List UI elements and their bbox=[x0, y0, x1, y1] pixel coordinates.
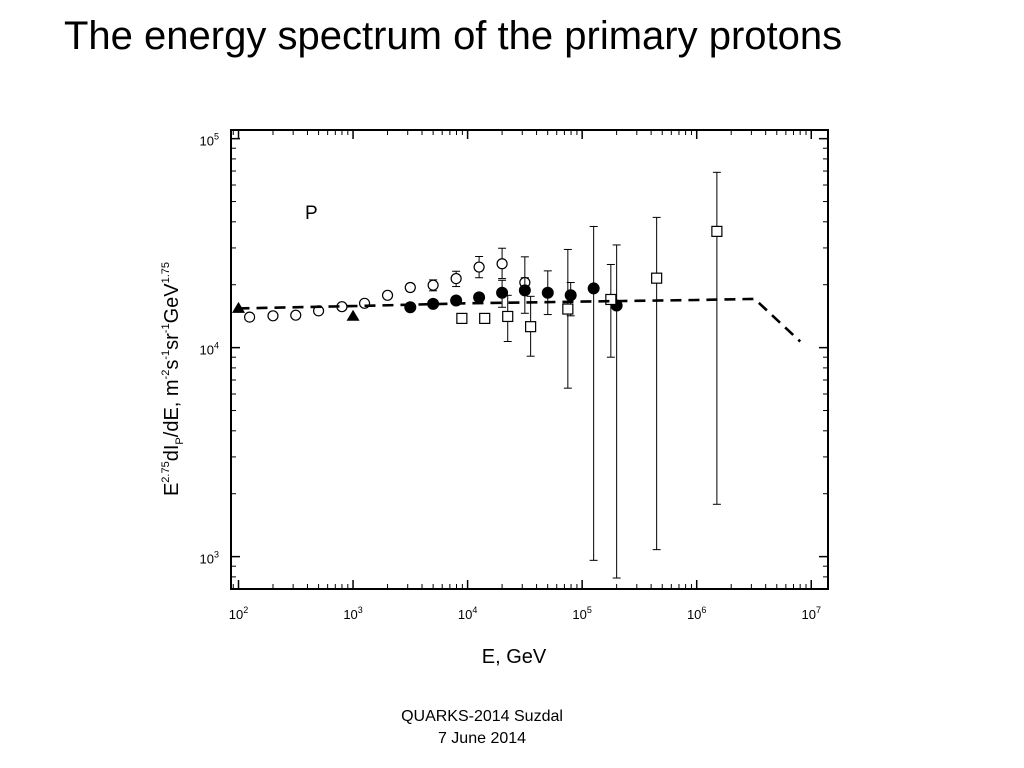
y-tick-label: 105 bbox=[200, 132, 219, 149]
x-axis-ticks: 102 103 104 105 106 107 bbox=[229, 130, 821, 622]
x-tick-label: 103 bbox=[343, 605, 362, 622]
filled-circle-point bbox=[496, 286, 509, 299]
open-square-point bbox=[562, 303, 574, 315]
x-tick-label: 102 bbox=[229, 605, 248, 622]
footer: QUARKS-2014 Suzdal 7 June 2014 bbox=[382, 706, 582, 750]
open-circle-point bbox=[427, 279, 439, 291]
model-dashed-line bbox=[238, 297, 802, 343]
open-circle-point bbox=[404, 281, 416, 294]
filled-circle-point bbox=[564, 289, 577, 302]
x-tick-label: 106 bbox=[687, 605, 706, 622]
panel-label: P bbox=[305, 203, 318, 224]
filled-circle-point bbox=[473, 291, 486, 304]
y-tick-label: 103 bbox=[200, 550, 219, 567]
x-tick-label: 104 bbox=[458, 605, 477, 622]
open-circle-point bbox=[267, 310, 279, 322]
open-circle-point bbox=[473, 261, 485, 273]
footer-date: 7 June 2014 bbox=[437, 730, 527, 747]
open-square-point bbox=[502, 310, 514, 323]
plot-frame bbox=[230, 129, 829, 590]
filled-triangle-point bbox=[346, 309, 360, 321]
y-tick-label: 104 bbox=[200, 341, 219, 358]
open-circle-point bbox=[450, 272, 462, 285]
x-axis-title: E, GeV bbox=[482, 646, 547, 668]
open-square-point bbox=[456, 312, 468, 325]
filled-circle-point bbox=[541, 286, 554, 299]
open-square-point bbox=[651, 272, 663, 284]
slide-title: The energy spectrum of the primary proto… bbox=[64, 14, 843, 58]
footer-event: QUARKS-2014 Suzdal bbox=[401, 708, 563, 725]
minor-ticks bbox=[231, 130, 828, 589]
x-tick-label: 107 bbox=[802, 605, 821, 622]
open-square-point bbox=[525, 321, 537, 333]
y-axis-title: E2.75dIP/dE, m-2s-1sr-1GeV1.75 bbox=[160, 262, 186, 496]
filled-circle-point bbox=[518, 284, 531, 297]
open-circle-point bbox=[381, 289, 394, 301]
open-circle-point bbox=[496, 258, 508, 270]
open-square-point bbox=[711, 225, 723, 237]
series-layer bbox=[232, 171, 802, 579]
x-tick-label: 105 bbox=[572, 605, 591, 622]
open-square-point bbox=[479, 312, 491, 325]
open-square-point bbox=[605, 293, 617, 306]
open-circle-point bbox=[290, 309, 302, 321]
open-circle-point bbox=[244, 311, 256, 323]
filled-circle-point bbox=[587, 282, 600, 295]
y-axis-ticks: 103 104 105 bbox=[200, 132, 828, 567]
